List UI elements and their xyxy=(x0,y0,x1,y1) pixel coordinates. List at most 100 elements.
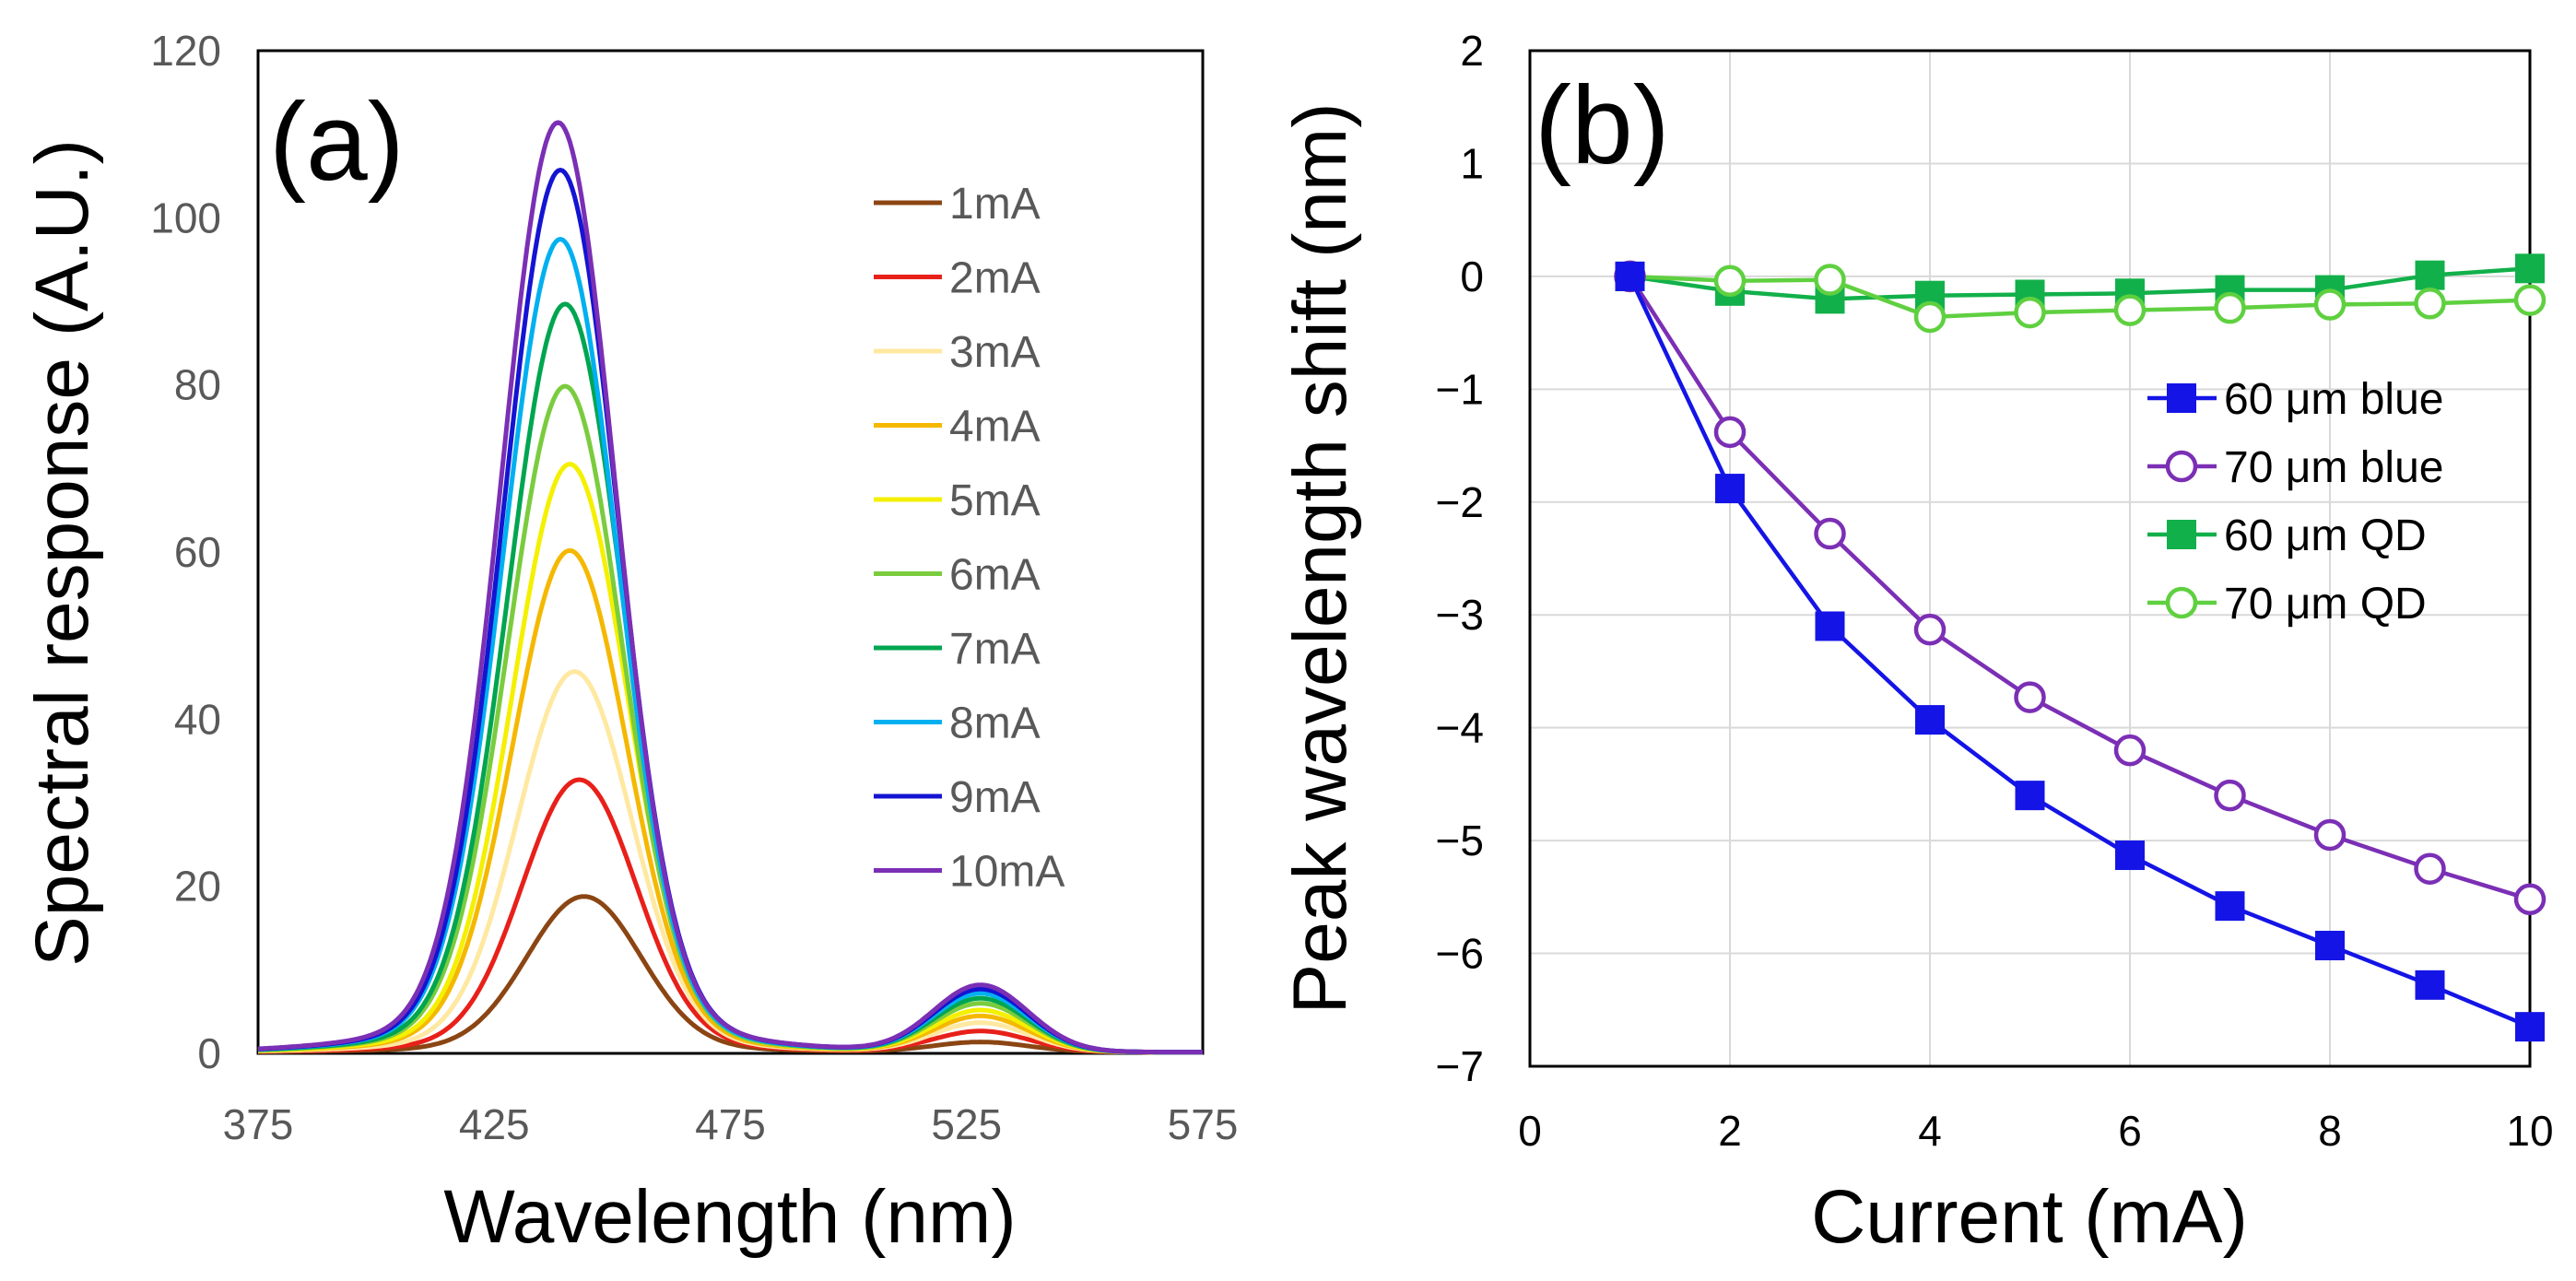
x-tick-label-b: 0 xyxy=(1518,1107,1542,1155)
data-point-circle xyxy=(2014,681,2046,713)
x-tick-label-b: 10 xyxy=(2506,1107,2553,1155)
data-point-circle xyxy=(2214,779,2246,812)
legend-label-a: 1mA xyxy=(949,180,1041,229)
legend-label-a: 4mA xyxy=(949,403,1041,452)
data-point-square xyxy=(2515,253,2545,284)
y-tick-label-a: 100 xyxy=(150,194,221,241)
data-point-circle xyxy=(1814,517,1846,550)
y-tick-label-b: −1 xyxy=(1436,365,1484,413)
x-tick-label-b: 8 xyxy=(2318,1107,2342,1155)
spectrum-curve xyxy=(258,894,1203,1055)
y-axis-title-a: Spectral response (A.U.) xyxy=(20,139,104,967)
legend-label-b: 60 μm blue xyxy=(2224,375,2443,424)
y-tick-label-b: −4 xyxy=(1436,704,1484,752)
x-tick-label-a: 375 xyxy=(223,1100,294,1148)
y-tick-label-a: 20 xyxy=(174,863,221,911)
series-line xyxy=(1628,275,2531,901)
data-point-square xyxy=(1715,474,1745,504)
legend-label-a: 5mA xyxy=(949,476,1041,525)
legend-label-a: 10mA xyxy=(949,848,1065,897)
legend-marker-circle xyxy=(2165,586,2198,619)
data-point-circle xyxy=(2513,883,2547,916)
data-point-square xyxy=(1915,705,1945,735)
data-point-circle xyxy=(1814,264,1846,296)
series-line xyxy=(1629,266,2531,301)
shift-series xyxy=(1614,253,2547,1042)
legend-label-b: 60 μm QD xyxy=(2224,511,2427,560)
legend-marker-square xyxy=(2167,520,2196,549)
y-tick-label-b: 0 xyxy=(1460,253,1484,300)
axis-ticks-a: 375 425 475 525 575 0 20 40 60 80 100 120 xyxy=(150,27,1238,1148)
x-tick-label-a: 525 xyxy=(931,1100,1002,1148)
spectral-response-chart: 375 425 475 525 575 0 20 40 60 80 100 120 1mA 2mA 3mA… xyxy=(20,27,1238,1259)
x-tick-label-b: 2 xyxy=(1718,1107,1742,1155)
spectrum-curve xyxy=(257,120,1203,1055)
legend-label-a: 3mA xyxy=(949,328,1041,377)
axis-ticks-b: 0 2 4 6 8 10 −7 −6 −5 −4 −3 −2 −1 0 1 2 xyxy=(1436,27,2554,1155)
legend-label-a: 7mA xyxy=(949,625,1041,674)
data-point-square xyxy=(2315,930,2345,960)
data-point-square xyxy=(1815,611,1845,641)
legend-label-a: 8mA xyxy=(949,699,1041,748)
y-tick-label-b: −3 xyxy=(1436,591,1484,639)
y-tick-label-a: 80 xyxy=(174,361,221,409)
legend-label-b: 70 μm QD xyxy=(2224,580,2427,629)
plot-area-a xyxy=(256,49,1205,1055)
legend-marker-circle xyxy=(2165,450,2198,483)
data-point-square xyxy=(2115,840,2145,871)
data-point-circle xyxy=(2414,852,2446,885)
x-tick-label-a: 425 xyxy=(459,1100,530,1148)
spectra-curves xyxy=(257,120,1203,1055)
data-point-square xyxy=(2015,781,2045,811)
x-axis-title-a: Wavelength (nm) xyxy=(443,1175,1016,1259)
data-point-square xyxy=(2215,891,2245,922)
peak-shift-chart: 0 2 4 6 8 10 −7 −6 −5 −4 −3 −2 −1 0 1 2 60 μm blue 70 μm… xyxy=(1278,27,2554,1259)
panel-label-b: (b) xyxy=(1535,64,1670,187)
x-tick-label-b: 6 xyxy=(2118,1107,2142,1155)
data-point-circle xyxy=(2113,294,2147,326)
series-line xyxy=(1629,274,2531,320)
data-point-circle xyxy=(2214,291,2246,324)
legend-label-a: 2mA xyxy=(949,254,1041,303)
data-point-square xyxy=(2415,970,2445,1000)
data-point-circle xyxy=(1913,300,1947,334)
series-line xyxy=(1628,275,2531,1029)
data-point-circle xyxy=(2014,296,2046,329)
data-point-circle xyxy=(2113,734,2147,767)
y-tick-label-a: 120 xyxy=(150,27,221,75)
data-point-circle xyxy=(1913,613,1947,646)
data-point-square xyxy=(2415,260,2445,290)
plot-border-b xyxy=(1528,49,2532,1068)
data-point-circle xyxy=(2313,818,2347,852)
y-tick-label-a: 40 xyxy=(174,695,221,743)
y-tick-label-a: 60 xyxy=(174,528,221,576)
data-point-circle xyxy=(2513,284,2547,316)
plot-area-b xyxy=(1530,51,2530,1066)
data-point-circle xyxy=(1713,416,1747,449)
data-point-circle xyxy=(2313,288,2347,321)
x-tick-label-a: 475 xyxy=(695,1100,766,1148)
data-point-square xyxy=(2515,1012,2545,1042)
legend-b: 60 μm blue 70 μm blue 60 μm QD 70 μm QD xyxy=(2147,375,2443,629)
legend-a: 1mA 2mA 3mA 4mA 5mA 6mA 7mA 8mA 9mA 10mA xyxy=(874,180,1065,897)
y-tick-label-b: −6 xyxy=(1436,930,1484,978)
data-point-circle xyxy=(2414,288,2446,320)
y-tick-label-b: −7 xyxy=(1436,1042,1484,1090)
spectrum-curve xyxy=(257,777,1203,1055)
data-point-square xyxy=(1615,261,1645,291)
legend-label-b: 70 μm blue xyxy=(2224,443,2443,492)
legend-label-a: 6mA xyxy=(949,551,1041,600)
x-axis-title-b: Current (mA) xyxy=(1811,1175,2248,1259)
y-axis-title-b: Peak wavelength shift (nm) xyxy=(1278,102,1362,1014)
y-tick-label-b: −2 xyxy=(1436,478,1484,526)
x-tick-label-b: 4 xyxy=(1918,1107,1942,1155)
y-tick-label-b: −5 xyxy=(1436,817,1484,864)
legend-label-a: 9mA xyxy=(949,773,1041,822)
panel-label-a: (a) xyxy=(269,80,405,204)
data-point-circle xyxy=(1713,264,1747,298)
legend-marker-square xyxy=(2167,383,2196,413)
y-tick-label-b: 2 xyxy=(1460,27,1484,75)
x-tick-label-a: 575 xyxy=(1168,1100,1239,1148)
y-tick-label-b: 1 xyxy=(1460,139,1484,187)
